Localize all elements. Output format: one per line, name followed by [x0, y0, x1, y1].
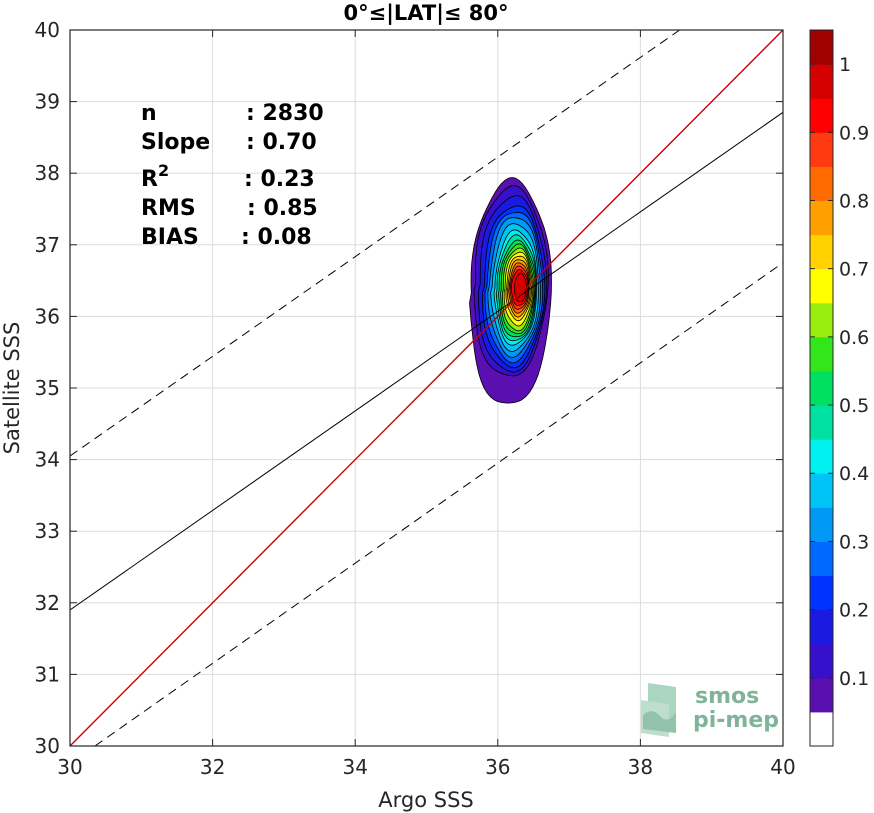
colorbar-tick-label: 1	[839, 54, 851, 76]
x-tick-label: 40	[770, 755, 795, 779]
x-tick-label: 30	[57, 755, 82, 779]
regression-line	[70, 111, 783, 611]
upper-bound-dashed-line	[70, 30, 680, 457]
colorbar-tick-label: 0.4	[839, 463, 869, 485]
colorbar-segment	[810, 370, 833, 406]
stat-label-n: n	[141, 101, 157, 126]
logo-mark-icon	[641, 683, 676, 737]
stat-value-n: : 2830	[246, 101, 324, 126]
colorbar-segment	[810, 677, 833, 713]
stat-label-rms: RMS	[141, 196, 196, 221]
y-tick-label: 38	[35, 161, 60, 185]
colorbar-tick-label: 0.2	[839, 600, 869, 622]
colorbar-tick-label: 0.9	[839, 122, 869, 144]
y-axis-label: Satellite SSS	[0, 322, 24, 455]
colorbar-segment	[810, 336, 833, 372]
colorbar-tick-label: 0.5	[839, 395, 869, 417]
colorbar-tick-label: 0.1	[839, 668, 869, 690]
colorbar-segment	[810, 268, 833, 304]
y-tick-label: 34	[35, 448, 60, 472]
colorbar-segment	[810, 30, 833, 65]
stat-label-slope: Slope	[141, 130, 210, 155]
lower-bound-dashed-line	[94, 262, 783, 746]
x-tick-label: 34	[342, 755, 367, 779]
y-axis-ticks: 30 31 32 33 34 35 36 37 38 39 40	[35, 18, 783, 758]
colorbar-tick-label: 0.6	[839, 327, 869, 349]
colorbar-segment	[810, 541, 833, 577]
contour-level	[514, 272, 527, 303]
chart-title: 0°≤|LAT|≤ 80°	[343, 1, 508, 26]
stat-value-slope: : 0.70	[246, 130, 317, 155]
stat-value-r: : 0.23	[244, 167, 315, 192]
y-tick-label: 35	[35, 376, 60, 400]
colorbar-tick-label: 0.8	[839, 190, 869, 212]
smos-pi-mep-logo: smos pi-mep	[641, 683, 779, 737]
y-tick-label: 36	[35, 304, 60, 328]
colorbar-segment	[810, 200, 833, 236]
x-tick-label: 32	[200, 755, 225, 779]
colorbar-segment	[810, 439, 833, 474]
one-to-one-line	[70, 30, 783, 746]
colorbar: 0.1 0.2 0.3 0.4 0.5 0.6 0.7 0.8 0.9 1	[809, 29, 869, 747]
logo-text-smos: smos	[695, 684, 759, 709]
x-axis-label: Argo SSS	[378, 788, 473, 812]
colorbar-segment	[810, 98, 833, 133]
colorbar-tick-label: 0.7	[839, 259, 869, 281]
colorbar-segment	[810, 507, 833, 542]
y-tick-label: 31	[35, 662, 60, 686]
y-tick-label: 32	[35, 591, 60, 615]
colorbar-segment	[810, 302, 833, 338]
y-tick-label: 39	[35, 90, 60, 114]
y-tick-label: 37	[35, 233, 60, 257]
reference-lines	[70, 30, 783, 746]
colorbar-segment	[810, 405, 833, 440]
colorbar-frame	[809, 29, 834, 747]
x-axis-ticks: 30 32 34 36 38 40	[57, 30, 796, 779]
colorbar-segment	[810, 575, 833, 611]
stat-value-bias: : 0.08	[241, 225, 312, 250]
stat-label-bias: BIAS	[141, 225, 199, 250]
y-tick-label: 40	[35, 18, 60, 42]
density-contours	[469, 177, 552, 404]
y-tick-label: 33	[35, 519, 60, 543]
y-tick-label: 30	[35, 734, 60, 758]
colorbar-segment	[810, 473, 833, 508]
colorbar-segment	[810, 609, 833, 645]
x-tick-label: 38	[628, 755, 653, 779]
colorbar-segment	[810, 234, 833, 270]
stat-label-superscript: 2	[158, 161, 169, 180]
logo-text-pi-mep: pi-mep	[693, 708, 779, 733]
colorbar-segment	[810, 643, 833, 679]
colorbar-segment	[810, 711, 833, 747]
colorbar-segment	[810, 166, 833, 201]
stat-value-rms: : 0.85	[247, 196, 318, 221]
colorbar-tick-label: 0.3	[839, 531, 869, 553]
colorbar-segment	[810, 64, 833, 99]
colorbar-segment	[810, 132, 833, 167]
x-tick-label: 36	[485, 755, 510, 779]
